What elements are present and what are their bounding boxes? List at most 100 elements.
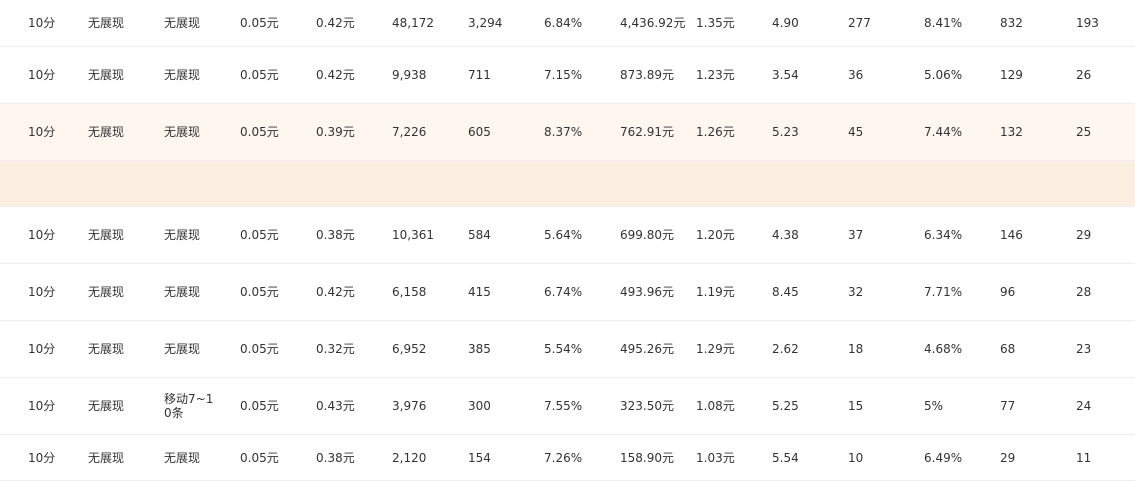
- conversions-cell: 36: [848, 68, 864, 82]
- impressions-cell: 7,226: [392, 125, 427, 139]
- avg-position-cell: 2.62: [772, 342, 799, 356]
- avg-cpc-cell: 0.42元: [316, 68, 355, 82]
- visits-cell: 68: [1000, 342, 1016, 356]
- impressions-cell: 6,158: [392, 285, 427, 299]
- visits-cell: 29: [1000, 450, 1016, 465]
- mobile-rank-cell: 无展现: [164, 125, 201, 139]
- table-row[interactable]: 10分 无展现 无展现 0.05元 0.38元 2,120 154 7.26% 158.90元 1…: [0, 435, 1135, 481]
- cpc-cell: 1.03元: [696, 450, 735, 465]
- clicks-cell: 385: [468, 342, 491, 356]
- mobile-rank-cell: 无展现: [164, 285, 201, 299]
- visits-cell: 129: [1000, 68, 1023, 82]
- cost-cell: 699.80元: [620, 228, 674, 242]
- table-row[interactable]: 10分 无展现 无展现 0.05元 0.42元 6,158 415 6.74% 493.96元 1…: [0, 264, 1135, 321]
- avg-cpc-cell: 0.42元: [316, 285, 355, 299]
- clicks-cell: 415: [468, 285, 491, 299]
- table-row[interactable]: 10分 无展现 移动7~10条 0.05元 0.43元 3,976 300 7.55% 323.…: [0, 378, 1135, 435]
- score-cell: 10分: [28, 450, 56, 465]
- ctr-cell: 6.84%: [544, 16, 583, 30]
- avg-cpc-cell: 0.39元: [316, 125, 355, 139]
- min-bid-cell: 0.05元: [240, 68, 279, 82]
- ctr-cell: 8.37%: [544, 125, 583, 139]
- cost-cell: 493.96元: [620, 285, 674, 299]
- mobile-rank-cell: 无展现: [164, 450, 201, 465]
- impressions-cell: 48,172: [392, 16, 434, 30]
- conversion-rate-cell: 5.06%: [924, 68, 963, 82]
- table-row[interactable]: 10分 无展现 无展现 0.05元 0.32元 6,952 385 5.54% 495.26元 1…: [0, 321, 1135, 378]
- avg-position-cell: 5.25: [772, 399, 799, 413]
- table-row[interactable]: 10分 无展现 无展现 0.05元 0.38元 10,361 584 5.64% 699.80元…: [0, 207, 1135, 264]
- cpc-cell: 1.23元: [696, 68, 735, 82]
- avg-position-cell: 4.38: [772, 228, 799, 242]
- pc-rank-cell: 无展现: [88, 450, 125, 465]
- ctr-cell: 6.74%: [544, 285, 583, 299]
- conversions-cell: 18: [848, 342, 864, 356]
- table-row[interactable]: 10分 无展现 无展现 0.05元 0.42元 48,172 3,294 6.84% 4,436…: [0, 0, 1135, 47]
- avg-position-cell: 3.54: [772, 68, 799, 82]
- avg-position-cell: 4.90: [772, 16, 799, 30]
- score-cell: 10分: [28, 16, 56, 30]
- conversions-cell: 32: [848, 285, 864, 299]
- mobile-rank-cell: 移动7~10条: [164, 392, 214, 420]
- mobile-rank-cell: 无展现: [164, 16, 201, 30]
- impressions-cell: 3,976: [392, 399, 427, 413]
- mobile-rank-cell: 无展现: [164, 68, 201, 82]
- avg-position-cell: 5.23: [772, 125, 799, 139]
- conversion-rate-cell: 5%: [924, 399, 944, 413]
- cost-cell: 4,436.92元: [620, 16, 686, 30]
- avg-cpc-cell: 0.32元: [316, 342, 355, 356]
- orders-cell: 28: [1076, 285, 1092, 299]
- mobile-rank-cell: 无展现: [164, 228, 201, 242]
- clicks-cell: 711: [468, 68, 491, 82]
- avg-cpc-cell: 0.42元: [316, 16, 355, 30]
- cost-cell: 762.91元: [620, 125, 674, 139]
- conversions-cell: 10: [848, 450, 864, 465]
- min-bid-cell: 0.05元: [240, 228, 279, 242]
- visits-cell: 77: [1000, 399, 1016, 413]
- min-bid-cell: 0.05元: [240, 285, 279, 299]
- conversion-rate-cell: 4.68%: [924, 342, 963, 356]
- pc-rank-cell: 无展现: [88, 342, 125, 356]
- pc-rank-cell: 无展现: [88, 399, 125, 413]
- pc-rank-cell: 无展现: [88, 16, 125, 30]
- cpc-cell: 1.08元: [696, 399, 735, 413]
- score-cell: 10分: [28, 342, 56, 356]
- pc-rank-cell: 无展现: [88, 125, 125, 139]
- impressions-cell: 10,361: [392, 228, 434, 242]
- orders-cell: 29: [1076, 228, 1092, 242]
- visits-cell: 832: [1000, 16, 1023, 30]
- cost-cell: 495.26元: [620, 342, 674, 356]
- pc-rank-cell: 无展现: [88, 68, 125, 82]
- clicks-cell: 154: [468, 450, 491, 465]
- score-cell: 10分: [28, 125, 56, 139]
- conversion-rate-cell: 6.34%: [924, 228, 963, 242]
- conversions-cell: 37: [848, 228, 864, 242]
- min-bid-cell: 0.05元: [240, 399, 279, 413]
- mobile-rank-cell: 无展现: [164, 342, 201, 356]
- score-cell: 10分: [28, 228, 56, 242]
- avg-position-cell: 8.45: [772, 285, 799, 299]
- visits-cell: 132: [1000, 125, 1023, 139]
- conversion-rate-cell: 8.41%: [924, 16, 963, 30]
- clicks-cell: 300: [468, 399, 491, 413]
- ctr-cell: 7.15%: [544, 68, 583, 82]
- pc-rank-cell: 无展现: [88, 228, 125, 242]
- expanded-row-panel: [0, 161, 1135, 207]
- score-cell: 10分: [28, 285, 56, 299]
- cpc-cell: 1.29元: [696, 342, 735, 356]
- pc-rank-cell: 无展现: [88, 285, 125, 299]
- conversions-cell: 15: [848, 399, 864, 413]
- visits-cell: 96: [1000, 285, 1016, 299]
- impressions-cell: 2,120: [392, 450, 427, 465]
- impressions-cell: 9,938: [392, 68, 427, 82]
- ctr-cell: 5.64%: [544, 228, 583, 242]
- cpc-cell: 1.35元: [696, 16, 735, 30]
- table-row[interactable]: 10分 无展现 无展现 0.05元 0.42元 9,938 711 7.15% 873.89元 1…: [0, 47, 1135, 104]
- clicks-cell: 3,294: [468, 16, 503, 30]
- cost-cell: 873.89元: [620, 68, 674, 82]
- clicks-cell: 605: [468, 125, 491, 139]
- conversion-rate-cell: 6.49%: [924, 450, 963, 465]
- visits-cell: 146: [1000, 228, 1023, 242]
- table-row[interactable]: 10分 无展现 无展现 0.05元 0.39元 7,226 605 8.37% 762.91元 1…: [0, 104, 1135, 161]
